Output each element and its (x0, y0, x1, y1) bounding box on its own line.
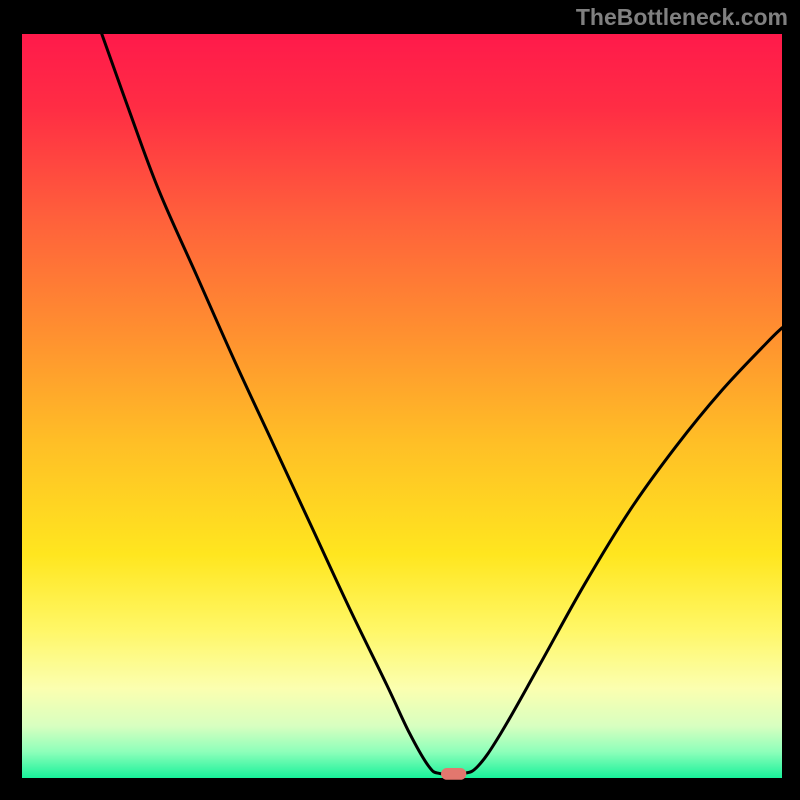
optimal-marker (442, 769, 466, 780)
gradient-background (22, 34, 782, 778)
watermark-text: TheBottleneck.com (576, 4, 788, 31)
chart-stage: TheBottleneck.com (0, 0, 800, 800)
chart-svg (0, 0, 800, 800)
